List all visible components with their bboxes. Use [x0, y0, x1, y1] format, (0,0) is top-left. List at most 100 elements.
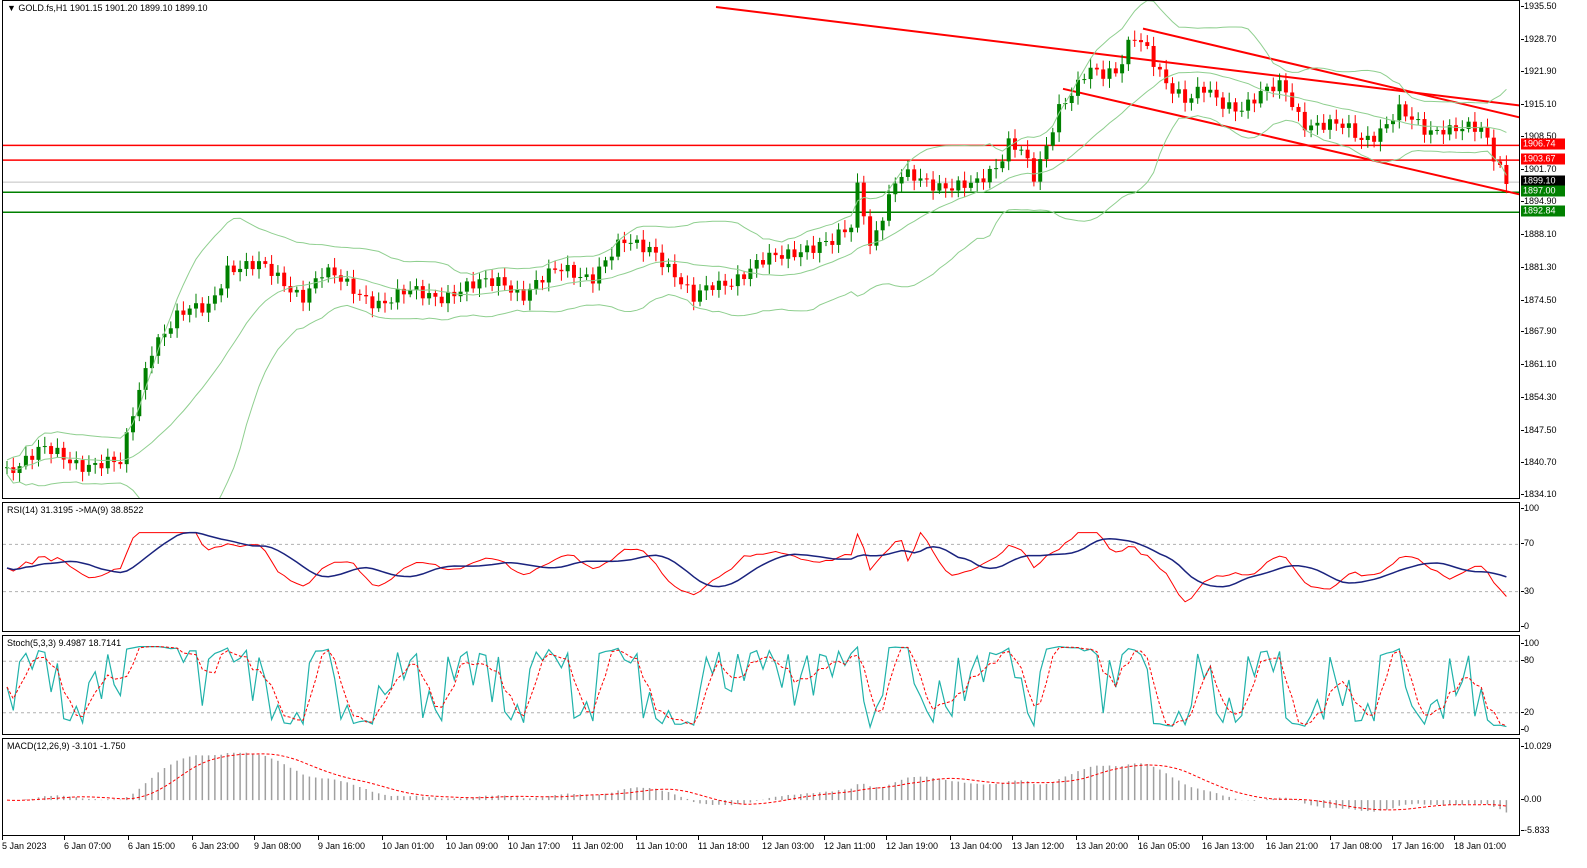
candle-body [609, 256, 614, 261]
symbol-header-text: GOLD.fs,H1 1901.15 1901.20 1899.10 1899.… [18, 3, 208, 13]
candle-body [962, 180, 967, 188]
price-box-1892-84: 1892.84 [1521, 205, 1565, 217]
candle-body [546, 268, 551, 283]
candle-body [1409, 116, 1414, 120]
candle-body [332, 267, 337, 276]
candle-body [86, 464, 91, 472]
candle-body [244, 261, 249, 269]
candle-body [137, 389, 142, 417]
candle-body [1107, 68, 1112, 79]
candle-body [748, 268, 753, 280]
candle-body [723, 280, 728, 286]
price-tick-label: 1921.90 [1521, 66, 1557, 77]
candle-body [149, 355, 154, 369]
candle-body [918, 178, 923, 181]
candle-body [200, 303, 205, 313]
candle-body [168, 328, 173, 334]
candle-body [219, 288, 224, 296]
price-tick-label: 1915.10 [1521, 99, 1557, 110]
candle-body [93, 463, 98, 465]
macd-canvas [6, 752, 1508, 813]
candle-body [1189, 98, 1194, 103]
candle-body [439, 296, 444, 304]
candle-body [641, 239, 646, 253]
candle-body [1164, 69, 1169, 84]
rsi-canvas [3, 531, 1519, 603]
macd-pane[interactable]: MACD(12,26,9) -3.101 -1.750 [2, 738, 1520, 836]
candle-body [968, 182, 973, 188]
candle-body [1340, 123, 1345, 128]
rsi-pane[interactable]: RSI(14) 31.3195 ->MA(9) 38.8522 [2, 502, 1520, 632]
candle-body [389, 302, 394, 304]
time-axis-label: 6 Jan 07:00 [64, 836, 112, 851]
time-axis-label: 6 Jan 23:00 [192, 836, 240, 851]
time-axis-label: 10 Jan 01:00 [382, 836, 435, 851]
rsi-line [6, 531, 1507, 603]
bollinger-upper [6, 1, 1507, 461]
price-chart-canvas [3, 1, 1519, 498]
candle-body [408, 290, 413, 295]
candle-body [124, 432, 129, 465]
price-box-1897-00: 1897.00 [1521, 185, 1565, 197]
candle-body [805, 245, 810, 253]
candle-body [1094, 67, 1099, 70]
candle-body [1328, 119, 1332, 130]
symbol-header: ▼ GOLD.fs,H1 1901.15 1901.20 1899.10 189… [7, 3, 208, 13]
candle-body [1214, 89, 1219, 98]
candle-body [628, 242, 633, 244]
candle-body [269, 263, 274, 276]
candle-body [376, 300, 381, 309]
candle-body [1321, 122, 1326, 130]
candle-body [181, 310, 186, 315]
candle-body [647, 246, 652, 253]
candle-body [874, 230, 879, 246]
candle-body [691, 284, 696, 302]
stoch-canvas [3, 645, 1519, 730]
price-tick-label: 1847.50 [1521, 424, 1557, 435]
candle-body [1195, 86, 1200, 99]
candle-body [698, 290, 702, 302]
candle-body [1139, 40, 1143, 43]
candle-body [1346, 123, 1351, 128]
trend-channel-line [1062, 87, 1519, 196]
candle-body [773, 252, 778, 256]
candle-body [824, 241, 828, 243]
candle-body [1157, 66, 1162, 70]
time-axis-label: 18 Jan 01:00 [1454, 836, 1507, 851]
candle-body [471, 281, 476, 289]
stoch-main-line [6, 645, 1507, 730]
candle-body [1403, 104, 1408, 117]
candle-body [1258, 91, 1263, 104]
macd-axis: 10.029 0.00 -5.833 [1521, 738, 1587, 836]
candle-body [1101, 69, 1106, 79]
candle-body [1252, 99, 1257, 104]
candle-body [540, 280, 545, 283]
candle-body [1334, 119, 1339, 124]
candle-body [798, 252, 803, 258]
candle-body [1176, 89, 1181, 94]
candle-body [1170, 83, 1175, 94]
candle-body [956, 180, 961, 191]
candle-body [1239, 110, 1244, 112]
candle-body [987, 168, 992, 183]
candle-body [679, 277, 684, 285]
candle-body [36, 446, 41, 460]
candle-body [395, 288, 400, 303]
candle-body [351, 278, 356, 294]
price-chart-pane[interactable]: ▼ GOLD.fs,H1 1901.15 1901.20 1899.10 189… [2, 0, 1520, 499]
candle-body [931, 179, 936, 191]
time-axis-label: 11 Jan 18:00 [698, 836, 750, 851]
candle-body [937, 183, 942, 191]
candle-body [994, 168, 999, 170]
candle-body [735, 274, 740, 287]
candle-body [275, 272, 280, 276]
candle-body [1208, 89, 1213, 93]
candle-body [572, 264, 576, 278]
candle-body [1416, 119, 1421, 121]
stochastic-pane[interactable]: Stoch(5,3,3) 9.4987 18.7141 [2, 635, 1520, 735]
candle-body [1384, 124, 1389, 129]
candle-body [653, 246, 658, 253]
candle-body [710, 285, 715, 290]
rsi-title: RSI(14) 31.3195 ->MA(9) 38.8522 [7, 505, 144, 515]
time-axis-label: 17 Jan 08:00 [1330, 836, 1383, 851]
